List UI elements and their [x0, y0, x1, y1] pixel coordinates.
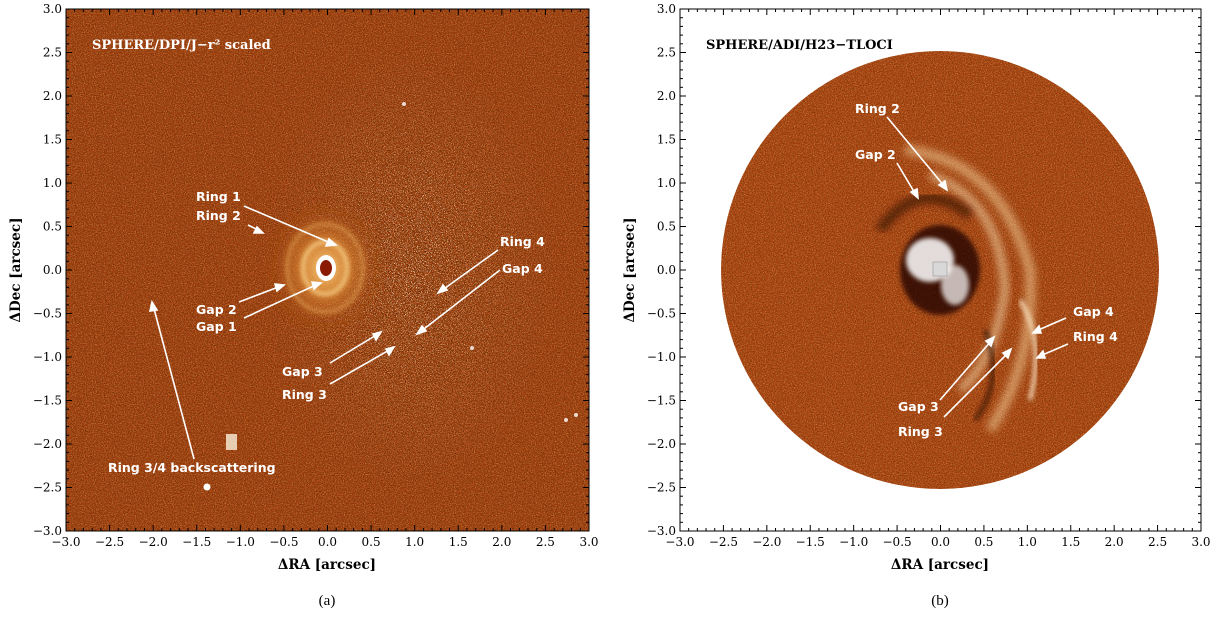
y-tick-label: −1.5 — [647, 394, 676, 408]
x-tick-label: 1.5 — [449, 535, 468, 549]
label-b-gap3: Gap 3 — [898, 399, 939, 414]
y-tick-label: 0.0 — [657, 263, 676, 277]
y-tick-label: 0.0 — [43, 263, 62, 277]
label-backscatter: Ring 3/4 backscattering — [108, 460, 276, 475]
x-tick-label: −1.0 — [839, 535, 868, 549]
y-tick-label: 3.0 — [657, 2, 676, 16]
label-gap3: Gap 3 — [282, 364, 323, 379]
x-tick-label: −1.0 — [226, 535, 255, 549]
x-tick-label: −0.5 — [883, 535, 912, 549]
label-gap2: Gap 2 — [196, 302, 237, 317]
y-tick-label: −2.5 — [647, 481, 676, 495]
y-tick-label: 2.5 — [657, 46, 676, 60]
x-tick-label: 2.0 — [492, 535, 511, 549]
x-tick-label: 0.5 — [974, 535, 993, 549]
label-gap1: Gap 1 — [196, 319, 237, 334]
y-tick-label: −1.5 — [33, 394, 62, 408]
label-b-gap2: Gap 2 — [855, 147, 896, 162]
x-tick-label: −1.5 — [796, 535, 825, 549]
panel-b-arrows — [886, 116, 1069, 418]
x-tick-label: 2.0 — [1105, 535, 1124, 549]
x-tick-label: 2.5 — [536, 535, 555, 549]
y-tick-label: −1.0 — [33, 350, 62, 364]
x-tick-label: 2.5 — [1148, 535, 1167, 549]
x-tick-label: 1.0 — [405, 535, 424, 549]
y-tick-label: −3.0 — [647, 524, 676, 538]
x-tick-label: −1.5 — [182, 535, 211, 549]
y-tick-label: 0.5 — [43, 220, 62, 234]
y-tick-label: 3.0 — [43, 2, 62, 16]
x-tick-label: 0.0 — [318, 535, 337, 549]
y-tick-label: 2.5 — [43, 46, 62, 60]
x-tick-label: 0.0 — [931, 535, 950, 549]
x-tick-label: −3.0 — [51, 535, 80, 549]
x-tick-label: −2.0 — [752, 535, 781, 549]
label-ring1: Ring 1 — [196, 189, 241, 204]
panel-a-ylabel: ΔDec [arcsec] — [8, 218, 24, 323]
x-tick-label: 1.5 — [1061, 535, 1080, 549]
y-tick-label: −2.0 — [33, 437, 62, 451]
y-tick-label: 1.0 — [43, 176, 62, 190]
panel-a-arrows — [148, 205, 501, 460]
label-ring3: Ring 3 — [282, 387, 327, 402]
label-b-ring2: Ring 2 — [855, 101, 900, 116]
x-tick-label: 0.5 — [362, 535, 381, 549]
panel-a-title: SPHERE/DPI/J−r² scaled — [92, 38, 271, 53]
panel-b-ticks — [679, 8, 1202, 532]
y-tick-label: 1.5 — [43, 133, 62, 147]
x-tick-label: 1.0 — [1018, 535, 1037, 549]
y-tick-label: 2.0 — [657, 89, 676, 103]
y-tick-label: −1.0 — [647, 350, 676, 364]
label-b-ring3: Ring 3 — [898, 424, 943, 439]
x-tick-label: −0.5 — [269, 535, 298, 549]
label-b-gap4: Gap 4 — [1073, 304, 1114, 319]
y-tick-label: 0.5 — [657, 220, 676, 234]
panel-a-ticks — [65, 8, 590, 532]
panel-a-xlabel: ΔRA [arcsec] — [278, 557, 376, 573]
y-tick-label: −2.0 — [647, 437, 676, 451]
label-ring4: Ring 4 — [500, 234, 545, 249]
label-b-ring4: Ring 4 — [1073, 329, 1118, 344]
x-tick-label: 3.0 — [1191, 535, 1210, 549]
y-tick-label: −2.5 — [33, 481, 62, 495]
y-tick-label: −0.5 — [33, 307, 62, 321]
x-tick-label: −2.5 — [95, 535, 124, 549]
panel-b-image — [721, 51, 1159, 489]
y-tick-label: −0.5 — [647, 307, 676, 321]
y-tick-label: −3.0 — [33, 524, 62, 538]
panel-b-ylabel: ΔDec [arcsec] — [622, 218, 638, 323]
panel-a: Ring 1 Ring 2 Ring 4 Gap 4 Gap 2 Gap 1 G… — [8, 2, 599, 609]
label-gap4: Gap 4 — [502, 261, 543, 276]
panel-b-xlabel: ΔRA [arcsec] — [891, 557, 989, 573]
x-tick-label: 3.0 — [579, 535, 598, 549]
panel-b: Ring 2 Gap 2 Gap 4 Ring 4 Gap 3 Ring 3 S… — [622, 2, 1211, 609]
panel-a-image — [66, 9, 589, 531]
panel-a-tick-labels: −3.0−3.0 −2.5 −2.5 −2.0 −2.0 −1.5 −1.5 −1.0 −1.0… — [33, 2, 599, 549]
label-ring2: Ring 2 — [196, 208, 241, 223]
x-tick-label: −2.5 — [709, 535, 738, 549]
x-tick-label: −2.0 — [139, 535, 168, 549]
y-tick-label: 1.0 — [657, 176, 676, 190]
x-tick-label: −3.0 — [665, 535, 694, 549]
y-tick-label: 2.0 — [43, 89, 62, 103]
panel-b-caption: (b) — [931, 593, 949, 609]
panel-b-title: SPHERE/ADI/H23−TLOCI — [706, 38, 893, 53]
panel-a-caption: (a) — [319, 593, 336, 609]
panel-b-tick-labels: −3.0−3.0 −2.5 −2.5 −2.0 −2.0 −1.5 −1.5 −1.0 −1.0… — [647, 2, 1211, 549]
y-tick-label: 1.5 — [657, 133, 676, 147]
